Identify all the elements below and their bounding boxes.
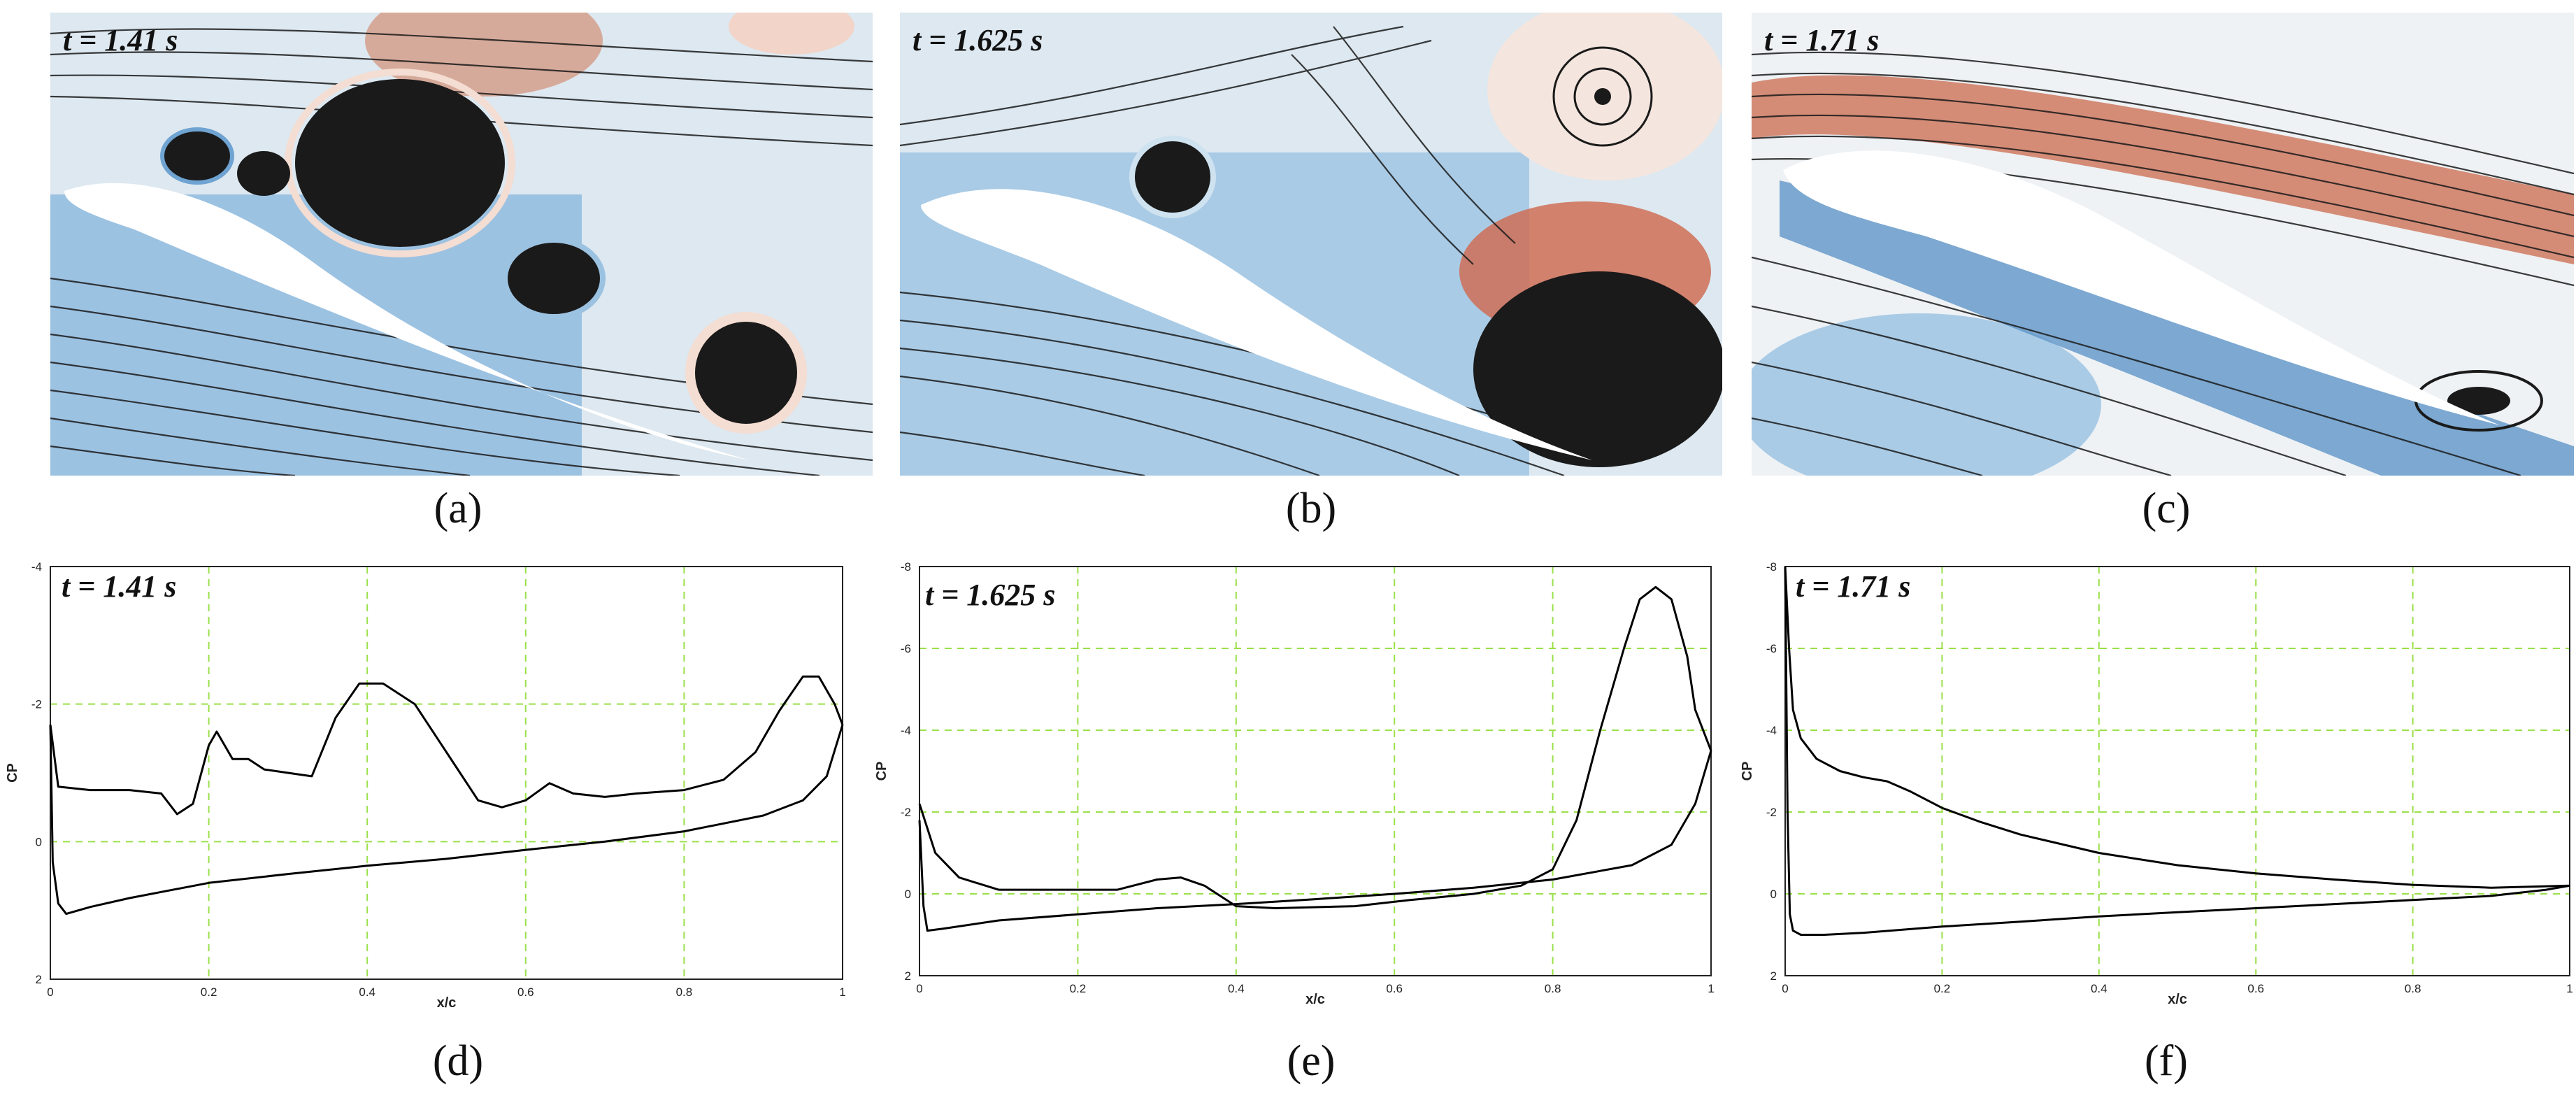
flow-time-label: t = 1.625 s [913, 23, 1043, 57]
y-tick-label: 0 [36, 835, 42, 848]
x-axis-title: x/c [1305, 992, 1325, 1007]
y-axis-title: CP [1740, 762, 1755, 781]
y-tick-label: -2 [31, 698, 42, 711]
x-tick-label: 0.8 [1545, 982, 1561, 995]
panel-label-a: (a) [434, 485, 482, 532]
y-tick-label: -2 [901, 806, 911, 819]
flow-time-label: t = 1.41 s [63, 23, 178, 57]
x-tick-label: 0.2 [1070, 982, 1087, 995]
x-tick-label: 1 [1708, 982, 1714, 995]
plot-time-label: t = 1.71 s [1796, 569, 1911, 604]
x-tick-label: 1 [2566, 982, 2573, 995]
x-axis-title: x/c [2168, 992, 2187, 1007]
cp-plot-e: 0 0.2 0.4 0.6 0.8 1 -8 -6 -4 -2 0 2 x/c CP t = 1.625 … [867, 556, 1720, 1018]
y-tick-label: 2 [905, 969, 911, 983]
flow-field-a [50, 13, 873, 476]
cp-curve-upper [49, 675, 844, 816]
x-tick-label: 1 [839, 985, 845, 999]
cp-plot-d: 0 0.2 0.4 0.6 0.8 1 -4 -2 0 2 x/c CP t = 1.41 s [0, 556, 850, 1018]
y-tick-label: -6 [1766, 642, 1777, 655]
cp-curve-upper [918, 585, 1712, 909]
panel-label-c: (c) [2142, 485, 2191, 532]
x-tick-label: 0.2 [1934, 982, 1951, 995]
x-tick-label: 0.4 [2091, 982, 2108, 995]
cp-curve-upper [1784, 566, 2570, 889]
x-tick-label: 0 [47, 985, 53, 999]
cp-curve-lower [49, 724, 844, 916]
panel-label-e: (e) [1287, 1037, 1336, 1085]
y-axis-title: CP [5, 763, 20, 783]
flow-field-b [900, 13, 1722, 476]
cp-plot-f: 0 0.2 0.4 0.6 0.8 1 -8 -6 -4 -2 0 2 x/c CP t = 1.71 s [1734, 556, 2576, 1018]
panel-label-b: (b) [1285, 485, 1337, 532]
cp-curve-lower [918, 750, 1712, 932]
y-tick-label: -8 [901, 560, 911, 574]
flow-panel-b: t = 1.625 s [900, 13, 1722, 476]
y-tick-label: 2 [36, 973, 42, 986]
flow-panel-c: t = 1.71 s [1752, 13, 2574, 476]
y-tick-label: 0 [1770, 888, 1777, 901]
panel-label-f: (f) [2145, 1037, 2188, 1085]
plot-frame [919, 566, 1712, 976]
plot-frame [50, 566, 843, 980]
x-axis-title: x/c [437, 995, 457, 1011]
x-tick-label: 0.4 [359, 985, 375, 999]
flow-time-label: t = 1.71 s [1764, 23, 1880, 57]
x-tick-label: 0.2 [201, 985, 217, 999]
y-tick-label: -4 [31, 560, 42, 574]
x-tick-label: 0.8 [676, 985, 693, 999]
y-tick-label: -8 [1766, 560, 1777, 574]
x-tick-label: 0 [1782, 982, 1788, 995]
x-tick-label: 0.6 [2247, 982, 2264, 995]
x-tick-label: 0 [916, 982, 922, 995]
y-tick-label: 2 [1770, 969, 1777, 983]
plot-time-label: t = 1.625 s [925, 578, 1056, 612]
x-tick-label: 0.6 [517, 985, 534, 999]
y-tick-label: -2 [1766, 806, 1777, 819]
y-tick-label: 0 [905, 888, 911, 901]
y-tick-label: -4 [1766, 724, 1777, 737]
flow-field-c [1752, 13, 2574, 476]
x-tick-label: 0.4 [1228, 982, 1245, 995]
x-tick-label: 0.6 [1386, 982, 1403, 995]
panel-label-d: (d) [432, 1037, 484, 1085]
y-tick-label: -6 [901, 642, 911, 655]
cp-curve-lower [1784, 566, 2570, 936]
y-tick-label: -4 [901, 724, 911, 737]
x-tick-label: 0.8 [2405, 982, 2421, 995]
plot-time-label: t = 1.41 s [62, 569, 177, 604]
y-axis-title: CP [874, 762, 889, 781]
flow-panel-a: t = 1.41 s [50, 13, 873, 476]
plot-frame [1784, 566, 2570, 976]
